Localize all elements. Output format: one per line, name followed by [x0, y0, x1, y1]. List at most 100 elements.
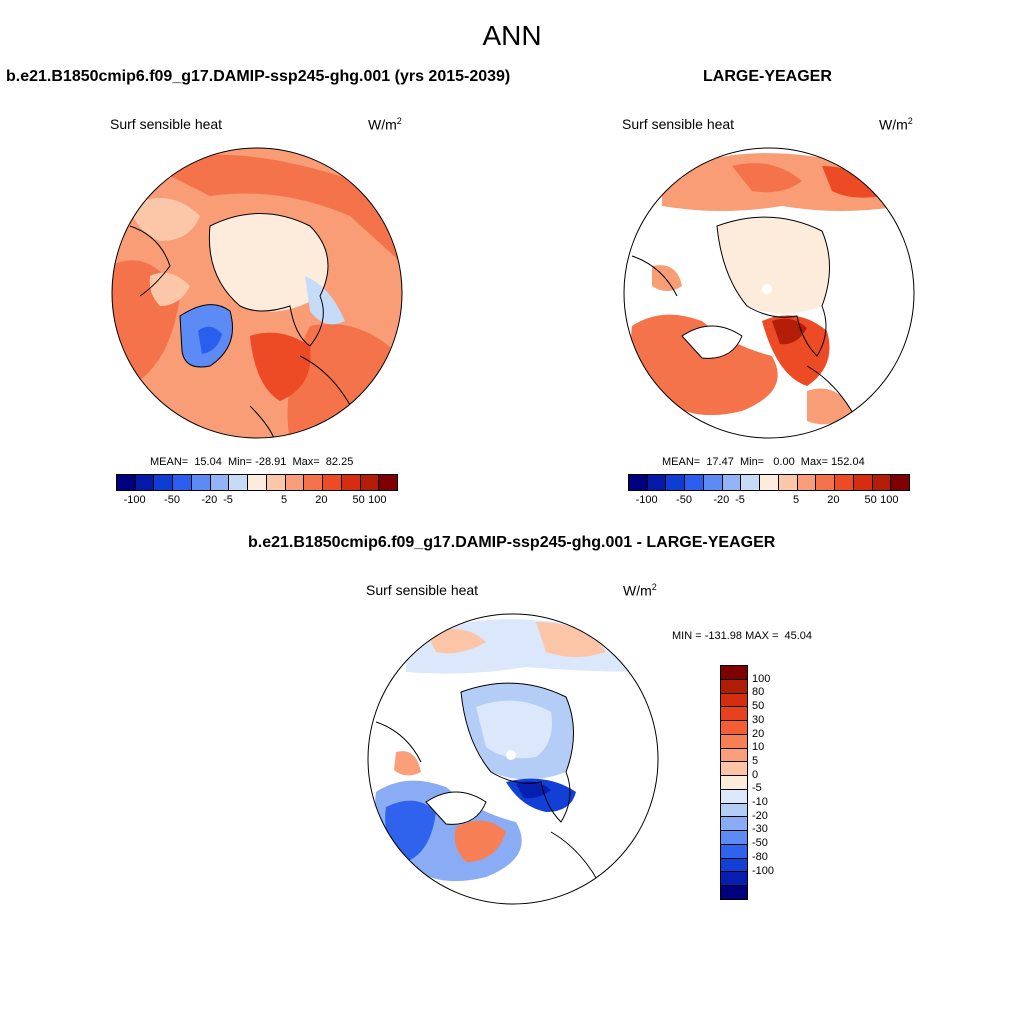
colorbar-segment: [285, 475, 305, 490]
colorbar-tick-label: -20: [752, 809, 768, 822]
colorbar-segment: [721, 858, 747, 873]
diff-map-warm-patch: [454, 820, 506, 862]
main-title: ANN: [482, 20, 542, 51]
colorbar-tick-label: -5: [223, 494, 233, 506]
colorbar-segment: [721, 762, 747, 777]
colorbar-tick-label: 20: [315, 494, 328, 506]
colorbar-segment: [703, 475, 723, 490]
right-map-arctic-ocean: [717, 217, 830, 314]
right-map-greenland-nodata: [682, 326, 742, 359]
diff-colorbar: [720, 665, 748, 900]
diff-units-label: W/m2: [623, 582, 657, 599]
colorbar-tick-label: 20: [752, 727, 765, 740]
colorbar-tick-label: -20: [713, 494, 730, 506]
colorbar-segment: [760, 475, 779, 490]
colorbar-tick-label: -50: [164, 494, 180, 506]
colorbar-segment: [721, 872, 747, 887]
colorbar-tick-label: 0: [752, 768, 759, 781]
colorbar-segment: [721, 693, 747, 708]
colorbar-segment: [721, 831, 747, 845]
colorbar-segment: [835, 475, 854, 490]
left-variable-label: Surf sensible heat: [110, 116, 223, 132]
colorbar-tick-label: 20: [827, 494, 840, 506]
left-colorbar-labels: -100 -50 -20 -5 5 20 50 100: [116, 494, 396, 508]
colorbar-segment: [778, 475, 798, 490]
colorbar-segment: [323, 475, 342, 490]
right-map-atlantic-band: [631, 314, 778, 416]
colorbar-segment: [721, 721, 747, 735]
colorbar-tick-label: 5: [752, 754, 759, 767]
colorbar-segment: [853, 475, 873, 490]
left-map-north-band: [150, 154, 402, 266]
colorbar-tick-label: 5: [280, 494, 288, 506]
left-units-label: W/m2: [368, 116, 402, 133]
colorbar-segment: [721, 886, 747, 900]
diff-map-pole-gap: [506, 750, 516, 760]
colorbar-segment: [721, 844, 747, 859]
colorbar-tick-label: 100: [880, 494, 899, 506]
colorbar-tick-label: -10: [752, 796, 768, 809]
colorbar-tick-label: 100: [752, 672, 771, 685]
right-map-coastline: [716, 216, 830, 357]
colorbar-segment: [721, 817, 747, 832]
colorbar-segment: [891, 475, 910, 490]
left-map-warm-patch: [250, 332, 311, 401]
colorbar-segment: [210, 475, 230, 490]
colorbar-segment: [229, 475, 249, 490]
colorbar-segment: [797, 475, 817, 490]
colorbar-tick-label: -5: [752, 782, 762, 795]
right-stats: MEAN= 17.47 Min= 0.00 Max= 152.04: [662, 456, 865, 468]
diff-map-coastline: [460, 682, 574, 823]
colorbar-segment: [721, 666, 747, 680]
colorbar-segment: [266, 475, 286, 490]
left-map-coastline: [208, 213, 329, 347]
left-stats: MEAN= 15.04 Min= -28.91 Max= 82.25: [150, 456, 354, 468]
right-map-border: [623, 147, 915, 439]
colorbar-segment: [721, 734, 747, 749]
left-map-border: [111, 147, 403, 439]
colorbar-tick-label: -100: [752, 864, 775, 877]
right-map-pole-gap: [762, 284, 772, 294]
colorbar-segment: [304, 475, 324, 490]
left-polar-map: [111, 147, 403, 439]
colorbar-segment: [721, 776, 747, 790]
colorbar-tick-label: 10: [752, 741, 765, 754]
colorbar-segment: [191, 475, 211, 490]
colorbar-segment: [647, 475, 667, 490]
colorbar-segment: [721, 789, 747, 804]
colorbar-segment: [721, 679, 747, 694]
colorbar-segment: [379, 475, 398, 490]
colorbar-segment: [872, 475, 892, 490]
colorbar-segment: [741, 475, 761, 490]
colorbar-segment: [117, 475, 136, 490]
colorbar-segment: [721, 803, 747, 818]
colorbar-segment: [135, 475, 155, 490]
right-map-hot-core: [772, 318, 807, 345]
diff-stats: MIN = -131.98 MAX = 45.04: [672, 630, 813, 642]
left-panel-title: b.e21.B1850cmip6.f09_g17.DAMIP-ssp245-gh…: [6, 68, 511, 85]
colorbar-segment: [360, 475, 380, 490]
colorbar-segment: [154, 475, 174, 490]
colorbar-segment: [721, 707, 747, 722]
colorbar-tick-label: -20: [201, 494, 218, 506]
diff-polar-map: [367, 613, 659, 905]
colorbar-segment: [721, 748, 747, 763]
diff-variable-label: Surf sensible heat: [366, 582, 479, 598]
diff-colorbar-labels: 100 80 50 30 20 10 5 0 -5 -10 -20 -30 -50 -80 -100: [752, 665, 792, 898]
colorbar-tick-label: 30: [752, 713, 765, 726]
right-variable-label: Surf sensible heat: [622, 116, 735, 132]
right-units-label: W/m2: [879, 116, 913, 133]
colorbar-tick-label: 50: [752, 700, 765, 713]
colorbar-segment: [816, 475, 836, 490]
colorbar-segment: [629, 475, 648, 490]
left-colorbar: [116, 474, 398, 491]
left-map-light-blue-patch: [305, 276, 345, 325]
right-colorbar-labels: -100 -50 -20 -5 5 20 50 100: [628, 494, 908, 508]
colorbar-segment: [341, 475, 361, 490]
colorbar-tick-label: -5: [735, 494, 745, 506]
colorbar-segment: [248, 475, 267, 490]
left-map-pale-patch-2: [130, 198, 200, 241]
colorbar-segment: [722, 475, 742, 490]
right-polar-map: [623, 147, 915, 439]
colorbar-tick-label: -100: [635, 494, 658, 506]
